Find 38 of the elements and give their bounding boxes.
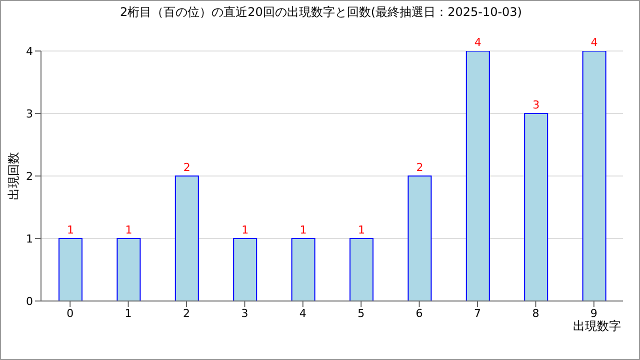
- bar: [174, 176, 199, 301]
- y-tick-label: 1: [26, 232, 33, 246]
- data-label: 1: [125, 224, 132, 236]
- data-label: 1: [300, 224, 307, 236]
- bar: [408, 176, 432, 301]
- bar: [291, 238, 316, 301]
- bar: [350, 238, 374, 301]
- x-tick-label: 5: [358, 306, 365, 320]
- bar: [58, 238, 82, 301]
- x-tick-label: 6: [416, 306, 423, 320]
- x-axis-title: 出現数字: [573, 318, 621, 335]
- data-label: 1: [242, 224, 249, 236]
- x-tick-label: 8: [532, 306, 540, 320]
- data-label: 2: [416, 161, 424, 174]
- y-tick-label: 3: [26, 107, 33, 120]
- data-label: 4: [474, 36, 482, 49]
- bar: [524, 113, 548, 301]
- data-label: 2: [183, 161, 190, 174]
- x-tick-label: 4: [299, 306, 306, 320]
- x-tick-label: 9: [590, 306, 598, 320]
- bar: [582, 51, 606, 301]
- bar: [116, 238, 141, 301]
- bar: [466, 51, 490, 301]
- x-tick-label: 1: [124, 306, 132, 320]
- data-label: 1: [67, 224, 74, 236]
- data-label: 4: [590, 36, 598, 49]
- x-tick-label: 2: [183, 306, 190, 320]
- bar: [233, 238, 258, 301]
- y-tick-label: 0: [26, 294, 33, 308]
- x-tick-label: 3: [241, 306, 248, 320]
- x-tick-label: 7: [474, 306, 481, 320]
- y-axis-title: 出現回数: [6, 152, 20, 200]
- y-tick-label: 4: [26, 44, 33, 58]
- y-tick-label: 2: [26, 170, 33, 183]
- x-tick-label: 0: [66, 306, 74, 320]
- data-label: 1: [358, 224, 365, 236]
- chart-title: 2桁目（百の位）の直近20回の出現数字と回数(最終抽選日：2025-10-03): [118, 4, 523, 21]
- data-label: 3: [532, 98, 540, 112]
